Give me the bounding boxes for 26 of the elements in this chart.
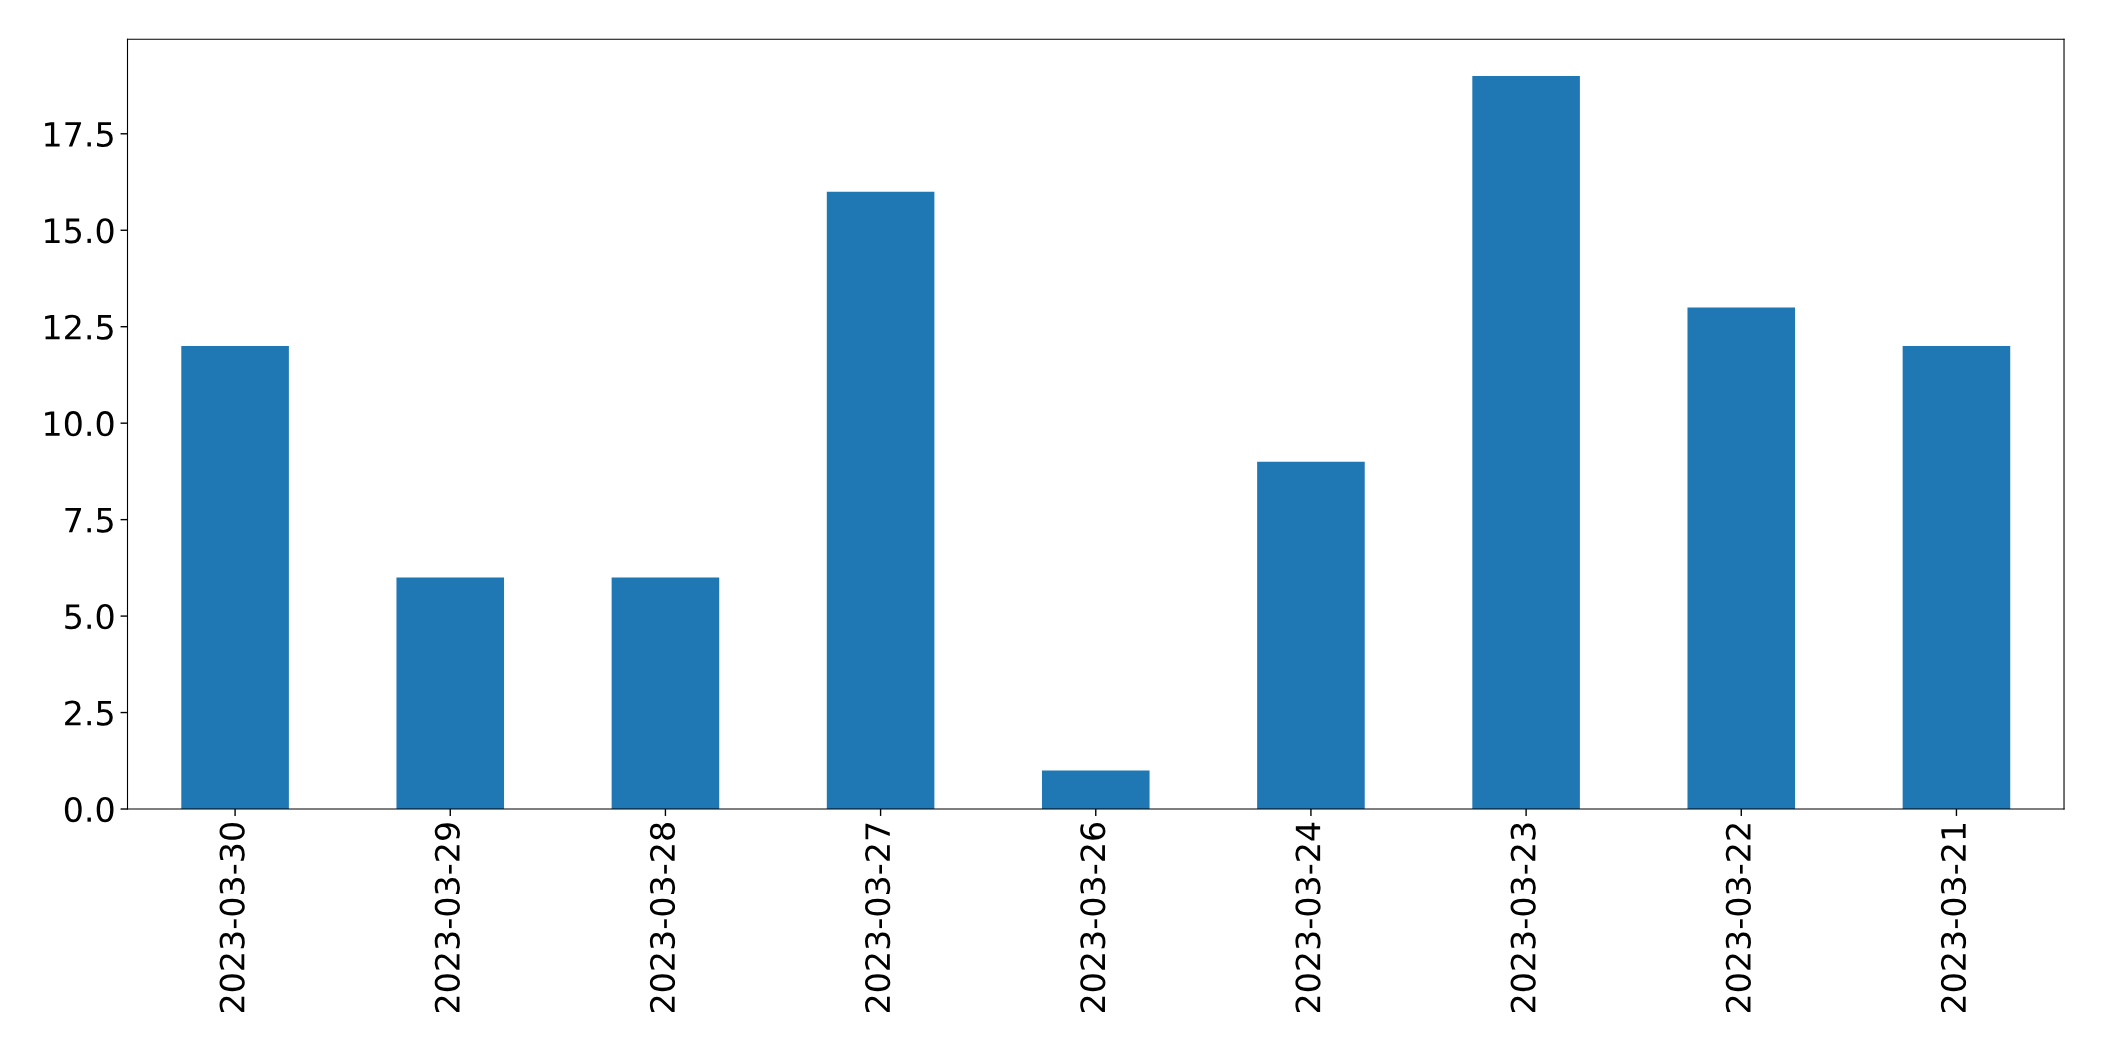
bar: [396, 577, 505, 810]
x-tick-label: 2023-03-27: [865, 823, 891, 1013]
x-tick-label: 2023-03-30: [219, 823, 245, 1013]
bar: [1687, 307, 1796, 810]
bar: [1041, 770, 1150, 810]
y-tick-label: 7.5: [65, 507, 113, 533]
bar: [181, 346, 289, 810]
x-tick-label: 2023-03-21: [1940, 823, 1967, 1013]
y-tick-label: 5.0: [65, 604, 114, 630]
x-tick-label: 2023-03-28: [649, 823, 676, 1013]
x-tick-label: 2023-03-24: [1295, 822, 1321, 1013]
bar: [1472, 75, 1580, 810]
y-tick-label: 2.5: [65, 700, 113, 726]
y-tick-label: 12.5: [45, 314, 113, 340]
bar: [1902, 346, 2011, 810]
bar: [611, 577, 720, 810]
y-tick-label: 15.0: [45, 218, 114, 244]
bar: [826, 191, 935, 810]
y-tick-label: 10.0: [45, 411, 114, 437]
y-tick-label: 0.0: [64, 796, 114, 823]
x-tick-label: 2023-03-23: [1510, 823, 1536, 1013]
y-tick-label: 17.5: [45, 122, 113, 147]
x-tick-label: 2023-03-29: [434, 823, 460, 1013]
x-tick-label: 2023-03-22: [1725, 824, 1751, 1013]
bar: [1257, 461, 1365, 810]
x-tick-label: 2023-03-26: [1080, 822, 1106, 1013]
